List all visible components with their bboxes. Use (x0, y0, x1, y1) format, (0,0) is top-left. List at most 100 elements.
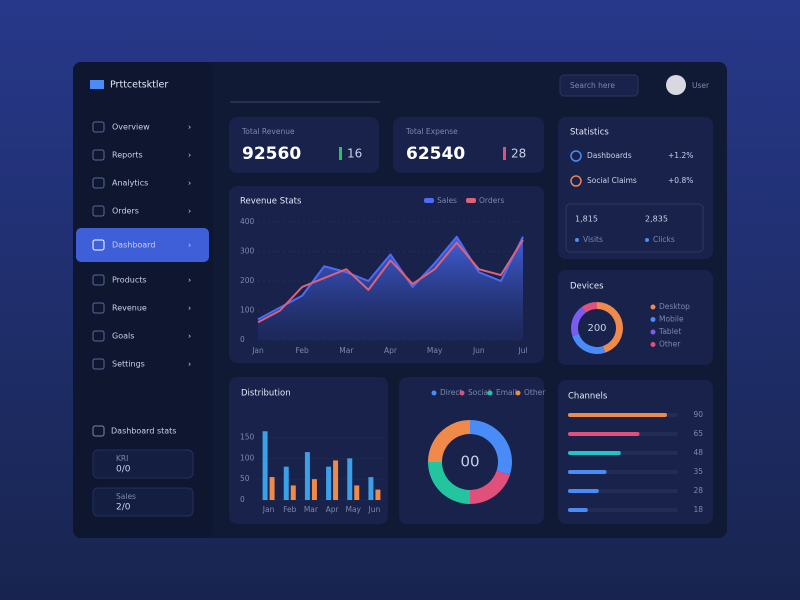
legend-dot (459, 390, 465, 396)
nav-item[interactable]: Revenue (112, 304, 147, 313)
row-value: +0.8% (668, 176, 693, 185)
legend-dot (650, 342, 656, 347)
nav-item[interactable]: Products (112, 276, 147, 285)
widget-label: Sales (116, 492, 136, 501)
cell-dot (645, 238, 649, 242)
bar (354, 485, 360, 500)
nav-icon (92, 121, 105, 133)
nav-chevron: › (188, 123, 191, 132)
bar (311, 479, 317, 500)
legend-label: Tablet (658, 327, 681, 336)
bar (347, 458, 353, 500)
nav-item[interactable]: Orders (112, 207, 139, 216)
nav-icon (92, 177, 105, 189)
bar-value: 65 (693, 429, 703, 438)
widget-icon (92, 425, 105, 437)
logo (90, 80, 104, 89)
bar (568, 508, 588, 512)
stat-value: 92560 (242, 144, 301, 164)
widget-label: KRI (116, 454, 128, 463)
donut-slice (572, 333, 606, 354)
row-label: Dashboards (587, 151, 632, 160)
bar (568, 451, 621, 455)
legend-label: Direct (440, 388, 463, 397)
stat-label: Total Revenue (241, 127, 295, 136)
row-icon (570, 175, 582, 187)
donut-slice (581, 302, 597, 313)
y-tick-label: 400 (240, 217, 255, 226)
stat-indicator (339, 147, 342, 160)
x-tick-label: Jan (262, 505, 275, 514)
nav-icon (92, 302, 105, 314)
nav-active[interactable] (76, 228, 209, 262)
search-text: Search here (570, 81, 615, 90)
stat-value: 62540 (406, 144, 465, 164)
legend-label: Social (468, 388, 490, 397)
legend-label: Sales (437, 196, 457, 205)
y-tick-label: 50 (240, 474, 250, 483)
bar-value: 28 (693, 486, 703, 495)
bar (568, 489, 599, 493)
bar (568, 470, 607, 474)
legend-dot (431, 390, 437, 396)
x-tick-label: May (345, 505, 361, 514)
nav-chevron: › (188, 276, 191, 285)
search-box[interactable] (559, 74, 639, 97)
nav-icon (92, 239, 105, 251)
donut-slice (470, 470, 510, 504)
legend-dot (487, 390, 493, 396)
cell-label: Visits (583, 235, 603, 244)
cell-value: 2,835 (645, 215, 668, 224)
legend-dot (650, 329, 656, 335)
x-tick-label: Jun (472, 346, 485, 355)
nav-item[interactable]: Overview (112, 123, 150, 132)
donut-slice (428, 420, 470, 462)
nav-item[interactable]: Reports (112, 151, 143, 160)
bar (568, 413, 667, 417)
nav-item[interactable]: Dashboard (112, 241, 155, 250)
row-value: +1.2% (668, 151, 693, 160)
legend-dot (650, 304, 656, 310)
x-tick-label: Jan (251, 346, 264, 355)
legend-label: Orders (479, 196, 504, 205)
y-tick-label: 100 (240, 306, 255, 315)
x-tick-label: Apr (326, 505, 340, 514)
row-icon (570, 150, 582, 162)
nav-item[interactable]: Goals (112, 332, 134, 341)
donut-center: 200 (587, 323, 606, 334)
legend-label: Email (496, 388, 517, 397)
bar (283, 466, 289, 500)
nav-item[interactable]: Settings (112, 360, 145, 369)
line (257, 235, 524, 321)
widget-card (92, 449, 194, 479)
area (258, 236, 523, 340)
x-tick-label: Mar (304, 505, 319, 514)
bar (375, 489, 381, 500)
legend-label: Other (524, 388, 546, 397)
card-title: Devices (570, 282, 604, 292)
bar-value: 48 (693, 448, 703, 457)
widget-value: 2/0 (116, 503, 131, 513)
card (558, 270, 713, 365)
bar-value: 90 (693, 410, 703, 419)
sub-box (565, 203, 704, 253)
stat-indicator (503, 147, 506, 160)
bar (368, 477, 374, 500)
donut-slice (428, 462, 470, 504)
donut-slice (470, 420, 512, 475)
nav-chevron: › (188, 179, 191, 188)
y-tick-label: 0 (240, 495, 245, 504)
x-tick-label: May (427, 346, 443, 355)
avatar[interactable] (666, 75, 686, 95)
card (393, 117, 544, 173)
cell-value: 1,815 (575, 215, 598, 224)
cell-label: Clicks (653, 235, 675, 244)
nav-icon (92, 358, 105, 370)
y-tick-label: 200 (240, 276, 255, 285)
bar (333, 460, 339, 500)
nav-item[interactable]: Analytics (112, 179, 148, 188)
x-tick-label: Jun (368, 505, 381, 514)
card-title: Channels (568, 392, 608, 402)
x-tick-label: Apr (384, 346, 398, 355)
